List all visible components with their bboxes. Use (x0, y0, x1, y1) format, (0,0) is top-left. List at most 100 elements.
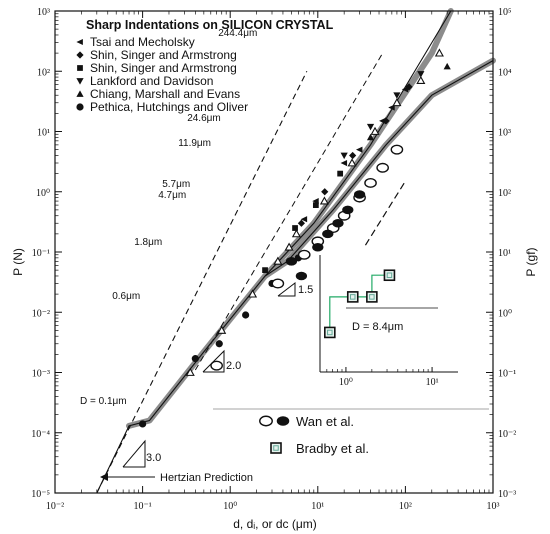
data-point (297, 219, 306, 227)
legend-entry: Lankford and Davidson (90, 74, 213, 88)
data-point (353, 190, 366, 199)
legend-marker (77, 65, 83, 71)
inset-data-point (346, 291, 359, 303)
y-tick-label: 10⁻⁴ (31, 429, 50, 440)
data-point (416, 75, 426, 85)
data-point (191, 355, 199, 363)
data-point (364, 177, 377, 188)
data-point (271, 278, 285, 289)
hertzian-label: Hertzian Prediction (160, 472, 253, 484)
x-tick-label: 10² (399, 501, 412, 512)
legend2-wan: Wan et al. (259, 414, 354, 429)
data-point (319, 196, 329, 205)
data-point (185, 367, 195, 376)
hertzian-annotation: Hertzian Prediction (100, 472, 253, 484)
axis-ticks: 10⁻² 10⁻¹ 10⁰ 10¹ 10² 10³ 10⁻⁵ 10⁻⁴ 10⁻³ 10⁻² 10⁻¹… (31, 7, 516, 512)
depth-label: 24.6μm (187, 113, 221, 124)
data-point (295, 271, 308, 281)
hertzian-prediction-line (96, 71, 308, 494)
y-tick-label-right: 10⁰ (498, 308, 512, 319)
data-point (347, 158, 357, 167)
inset-x-tick-label: 10¹ (426, 377, 439, 388)
series-triangle-open (185, 48, 444, 376)
inset-step-line (329, 274, 390, 333)
y-tick-label: 10² (37, 67, 50, 78)
legend-entry: Pethica, Hutchings and Oliver (90, 100, 248, 114)
data-point (342, 205, 354, 215)
legend-entry: Shin, Singer and Armstrong (90, 48, 237, 62)
series-square (262, 170, 344, 274)
y-tick-label-right: 10⁻¹ (498, 369, 516, 380)
y-tick-label: 10⁰ (36, 188, 50, 199)
hertzian-arrowhead (100, 473, 108, 481)
data-point (349, 151, 357, 160)
y-tick-label: 10⁻⁵ (31, 489, 50, 500)
depth-label: 244.4μm (218, 28, 257, 39)
legend2-bradby: Bradby et al. (270, 441, 369, 456)
legend-marker (76, 38, 83, 46)
inset-data-point (383, 269, 396, 282)
data-point (321, 188, 329, 196)
y-tick-label: 10⁻¹ (32, 248, 50, 259)
depth-label: 1.8μm (134, 237, 162, 248)
data-point (370, 126, 380, 135)
y-tick-label-right: 10⁴ (498, 67, 512, 78)
data-point (434, 48, 444, 57)
inset-D-label: D = 8.4μm (352, 321, 403, 333)
data-point (390, 144, 404, 155)
data-point (366, 123, 375, 131)
legend-marker (76, 90, 84, 97)
series-triangle-down (340, 71, 425, 160)
legend-marker (76, 103, 84, 111)
y-tick-label: 10¹ (37, 128, 50, 139)
data-point (417, 71, 425, 78)
data-point (284, 242, 294, 251)
data-point (273, 256, 283, 265)
data-point (242, 311, 250, 319)
slope-triangle: 2.0 (202, 349, 241, 373)
y-tick-label-right: 10³ (498, 128, 511, 139)
legend-entry: Shin, Singer and Armstrong (90, 61, 237, 75)
y-axis-label-right: P (gf) (524, 247, 538, 276)
legend-secondary: Wan et al. Bradby et al. (213, 408, 489, 456)
x-tick-label: 10¹ (311, 501, 324, 512)
x-tick-label: 10⁰ (223, 501, 237, 512)
data-point (366, 133, 375, 141)
depth-label: 0.6μm (112, 291, 140, 302)
y-tick-label: 10³ (37, 7, 50, 18)
x-tick-label: 10⁻¹ (133, 501, 151, 512)
legend2-label: Bradby et al. (296, 441, 369, 456)
y-tick-label-right: 10⁻² (498, 429, 516, 440)
x-axis-label: d, dᵢ, or dᴄ (μm) (233, 517, 316, 531)
legend-marker (76, 51, 84, 59)
y-axis-label: P (N) (11, 248, 25, 276)
chart-title: Sharp Indentations on SILICON CRYSTAL (86, 18, 334, 32)
slope-label: 3.0 (146, 452, 161, 464)
legend2-marker-square (270, 442, 282, 454)
y-tick-label-right: 10¹ (498, 248, 511, 259)
slope-label: 2.0 (226, 360, 241, 372)
inset-data-point (366, 291, 378, 303)
slope-triangle: 1.5 (277, 281, 313, 297)
series-circle-open (210, 144, 404, 371)
data-point (405, 83, 413, 91)
y-tick-label: 10⁻² (32, 308, 50, 319)
y-tick-label: 10⁻³ (32, 369, 50, 380)
trend-lines (96, 10, 494, 494)
inset-chart: 10⁰ 10¹ D = 8.4μm (319, 255, 458, 388)
inset-data-point (324, 326, 336, 339)
data-point (332, 218, 344, 228)
legend-marker (76, 78, 84, 85)
y-tick-label-right: 10² (498, 188, 511, 199)
legend2-label: Wan et al. (296, 414, 354, 429)
depth-label: 4.7μm (158, 190, 186, 201)
data-point (300, 216, 308, 223)
data-point (340, 152, 348, 160)
inset-x-tick-label: 10⁰ (339, 377, 353, 388)
data-point (248, 289, 258, 298)
y-tick-label-right: 10⁵ (498, 7, 512, 18)
data-point (392, 98, 402, 107)
data-point (291, 229, 301, 238)
